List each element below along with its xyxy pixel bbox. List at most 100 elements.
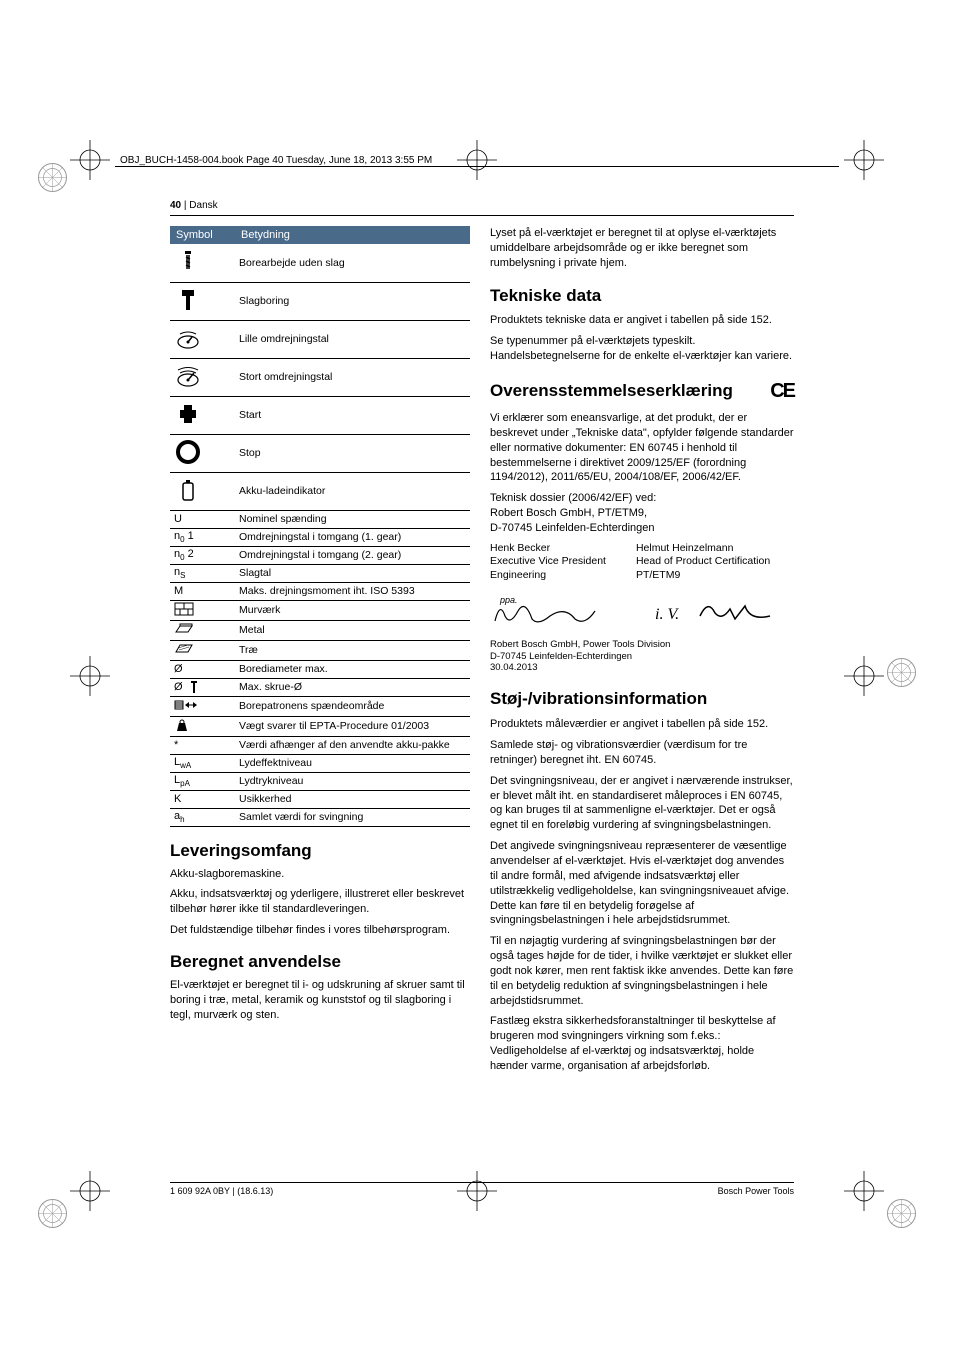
page-header: 40 | Dansk [170, 200, 794, 211]
heading-leveringsomfang: Leveringsomfang [170, 841, 470, 861]
page-language: Dansk [189, 200, 217, 211]
row-text: Vægt svarer til EPTA-Procedure 01/2003 [235, 716, 470, 736]
weight-icon [174, 723, 190, 735]
row-text: Samlet værdi for svingning [235, 808, 470, 826]
table-row: Murværk [170, 600, 470, 620]
signature-2-icon: i. V. [650, 591, 780, 631]
row-text: Start [235, 396, 470, 434]
table-row: nSSlagtal [170, 564, 470, 582]
table-row: Ø Max. skrue-Ø [170, 678, 470, 696]
sig-dept: PT/ETM9 [636, 569, 770, 583]
row-symbol: nS [170, 564, 235, 582]
sig-company: Robert Bosch GmbH, Power Tools Division [490, 639, 794, 651]
text: Vi erklærer som eneansvarlige, at det pr… [490, 411, 794, 485]
row-symbol: n0 1 [170, 528, 235, 546]
symbol-table: Symbol Betydning Borearbejde uden slagSl… [170, 226, 470, 827]
text: El-værktøjet er beregnet til i- og udskr… [170, 978, 470, 1023]
page-number: 40 [170, 200, 181, 211]
crop-mark [844, 656, 884, 696]
table-row: Start [170, 396, 470, 434]
heading-text: Overensstemmelseserklæring [490, 380, 733, 403]
row-text: Borearbejde uden slag [235, 244, 470, 282]
sig-addr: D-70745 Leinfelden-Echterdingen [490, 651, 794, 663]
sig-title: Head of Product Certification [636, 555, 770, 569]
row-symbol [170, 600, 235, 620]
table-row: Akku-ladeindikator [170, 472, 470, 510]
page-footer: 1 609 92A 0BY | (18.6.13) Bosch Power To… [170, 1182, 794, 1196]
text: Produktets måleværdier er angivet i tabe… [490, 717, 794, 732]
row-text: Omdrejningstal i tomgang (2. gear) [235, 546, 470, 564]
sig-date: 30.04.2013 [490, 662, 794, 674]
battery-icon [174, 495, 202, 507]
table-row: Borepatronens spændeområde [170, 696, 470, 716]
sig-dept: Engineering [490, 569, 606, 583]
heading-stoj: Støj-/vibrationsinformation [490, 688, 794, 711]
row-symbol: LwA [170, 754, 235, 772]
table-row: Slagboring [170, 282, 470, 320]
row-symbol: U [170, 510, 235, 528]
row-text: Metal [235, 620, 470, 640]
row-symbol [170, 620, 235, 640]
row-text: Akku-ladeindikator [235, 472, 470, 510]
footer-left: 1 609 92A 0BY | (18.6.13) [170, 1186, 273, 1196]
sig-title: Executive Vice President [490, 555, 606, 569]
footer-right: Bosch Power Tools [718, 1186, 794, 1196]
row-text: Omdrejningstal i tomgang (1. gear) [235, 528, 470, 546]
hammer-drill-icon [174, 305, 202, 317]
sig-name: Henk Becker [490, 542, 606, 556]
crop-mark [844, 140, 884, 180]
speed-high-icon [174, 381, 202, 393]
wood-icon [174, 647, 194, 659]
table-row: UNominel spænding [170, 510, 470, 528]
th-symbol: Symbol [170, 226, 235, 244]
rosette-icon [884, 655, 919, 690]
table-row: MMaks. drejningsmoment iht. ISO 5393 [170, 582, 470, 600]
power-off-icon [174, 457, 202, 469]
row-symbol: n0 2 [170, 546, 235, 564]
text: Robert Bosch GmbH, PT/ETM9, [490, 506, 794, 521]
text: Fastlæg ekstra sikkerhedsforanstaltninge… [490, 1014, 794, 1073]
chuck-icon [174, 703, 198, 715]
table-row: ØBorediameter max. [170, 660, 470, 678]
crop-mark [70, 656, 110, 696]
table-row: LwALydeffektniveau [170, 754, 470, 772]
row-text: Murværk [235, 600, 470, 620]
row-text: Usikkerhed [235, 790, 470, 808]
file-header-text: OBJ_BUCH-1458-004.book Page 40 Tuesday, … [120, 155, 432, 166]
row-symbol: K [170, 790, 235, 808]
table-row: Stort omdrejningstal [170, 358, 470, 396]
row-symbol [170, 696, 235, 716]
text: Produktets tekniske data er angivet i ta… [490, 313, 794, 328]
row-text: Træ [235, 640, 470, 660]
crop-mark [70, 140, 110, 180]
row-symbol [170, 640, 235, 660]
metal-icon [174, 627, 194, 639]
text: Det svingningsniveau, der er angivet i n… [490, 774, 794, 833]
row-text: Lydeffektniveau [235, 754, 470, 772]
sig-meta: Robert Bosch GmbH, Power Tools Division … [490, 639, 794, 675]
row-symbol: * [170, 736, 235, 754]
drill-no-hammer-icon [174, 266, 202, 278]
crop-mark [844, 1171, 884, 1211]
text: Det fuldstændige tilbehør findes i vores… [170, 923, 470, 938]
crop-mark [457, 140, 497, 180]
rosette-icon [35, 1196, 70, 1231]
heading-beregnet: Beregnet anvendelse [170, 952, 470, 972]
row-text: Værdi afhænger af den anvendte akku-pakk… [235, 736, 470, 754]
row-text: Stop [235, 434, 470, 472]
signature-1-icon: ppa. [490, 591, 620, 631]
heading-overens: Overensstemmelseserklæring CE [490, 378, 794, 405]
row-text: Lille omdrejningstal [235, 320, 470, 358]
row-symbol: ah [170, 808, 235, 826]
row-text: Max. skrue-Ø [235, 678, 470, 696]
header-underline [170, 215, 794, 216]
heading-tekniske: Tekniske data [490, 285, 794, 308]
speed-low-icon [174, 343, 202, 355]
crop-mark [70, 1171, 110, 1211]
text: Samlede støj- og vibrationsværdier (værd… [490, 738, 794, 768]
power-on-icon [174, 419, 202, 431]
text: Det angivede svingningsniveau repræsente… [490, 839, 794, 928]
table-row: Vægt svarer til EPTA-Procedure 01/2003 [170, 716, 470, 736]
table-row: ahSamlet værdi for svingning [170, 808, 470, 826]
row-symbol: M [170, 582, 235, 600]
